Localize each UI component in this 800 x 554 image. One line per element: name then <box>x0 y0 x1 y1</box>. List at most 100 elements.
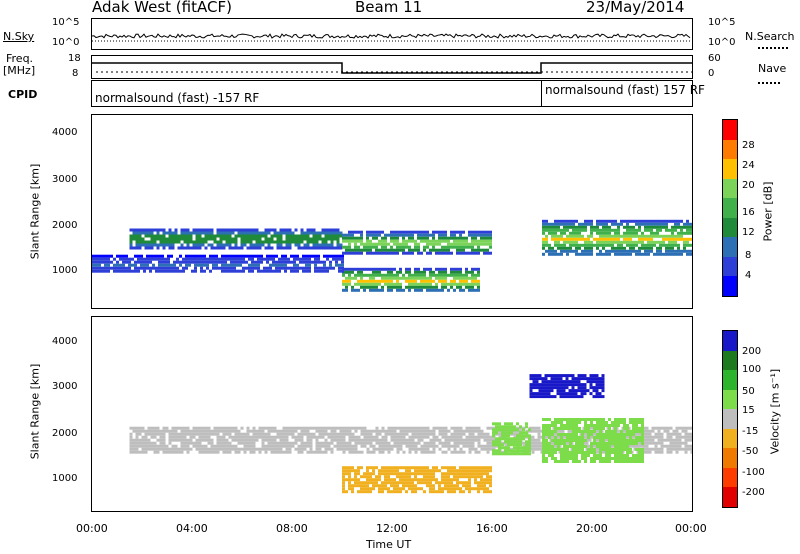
noise-ytick-top-left: 10^5 <box>52 17 80 28</box>
heatmap-cell <box>447 472 450 476</box>
heatmap-cell <box>435 251 438 255</box>
heatmap-cell <box>150 231 154 235</box>
heatmap-cell <box>504 434 507 438</box>
heatmap-cell <box>459 239 462 243</box>
heatmap-cell <box>547 380 551 384</box>
heatmap-cell <box>165 447 169 451</box>
heatmap-cell <box>291 435 295 439</box>
heatmap-cell <box>405 245 408 249</box>
heatmap-cell <box>557 418 560 421</box>
heatmap-cell <box>318 426 322 430</box>
heatmap-cell <box>593 424 596 427</box>
heatmap-cell <box>146 257 149 261</box>
heatmap-cell <box>560 457 563 460</box>
heatmap-cell <box>408 481 411 485</box>
heatmap-cell <box>306 426 310 430</box>
heatmap-cell <box>384 435 388 439</box>
heatmap-cell <box>341 257 344 261</box>
heatmap-cell <box>608 228 611 232</box>
heatmap-cell <box>384 475 387 479</box>
heatmap-cell <box>633 444 637 448</box>
heatmap-cell <box>375 230 378 234</box>
heatmap-cell <box>348 447 352 451</box>
heatmap-cell <box>200 260 203 264</box>
heatmap-cell <box>596 246 599 250</box>
heatmap-cell <box>221 269 224 273</box>
heatmap-cell <box>252 243 256 247</box>
heatmap-cell <box>165 243 169 247</box>
heatmap-cell <box>635 448 638 451</box>
heatmap-cell <box>525 422 528 426</box>
heatmap-cell <box>462 239 465 243</box>
heatmap-cell <box>462 273 465 277</box>
heatmap-cell <box>435 242 438 246</box>
heatmap-cell <box>545 439 548 442</box>
heatmap-cell <box>387 478 390 482</box>
heatmap-cell <box>574 383 578 387</box>
heatmap-cell <box>384 239 387 243</box>
heatmap-cell <box>318 444 322 448</box>
heatmap-cell <box>162 441 166 445</box>
heatmap-cell <box>426 239 429 243</box>
heatmap-cell <box>565 374 569 378</box>
heatmap-cell <box>608 436 611 439</box>
heatmap-cell <box>665 228 668 232</box>
heatmap-cell <box>608 231 611 235</box>
heatmap-cell <box>477 251 480 255</box>
heatmap-cell <box>654 426 658 430</box>
heatmap-cell <box>572 418 575 421</box>
heatmap-cell <box>384 432 388 436</box>
heatmap-cell <box>626 231 629 235</box>
heatmap-cell <box>411 490 414 494</box>
heatmap-cell <box>393 487 396 491</box>
heatmap-cell <box>617 418 620 421</box>
heatmap-cell <box>574 389 578 393</box>
heatmap-cell <box>571 383 575 387</box>
heatmap-cell <box>534 426 538 430</box>
heatmap-cell <box>140 263 143 267</box>
heatmap-cell <box>510 425 513 429</box>
heatmap-cell <box>408 487 411 491</box>
heatmap-cell <box>647 234 650 238</box>
heatmap-cell <box>348 230 351 234</box>
heatmap-cell <box>590 252 593 256</box>
heatmap-cell <box>194 263 197 267</box>
heatmap-cell <box>602 433 605 436</box>
heatmap-cell <box>312 243 316 247</box>
heatmap-cell <box>596 231 599 235</box>
heatmap-cell <box>326 254 329 258</box>
heatmap-cell <box>663 438 667 442</box>
heatmap-cell <box>626 219 629 223</box>
heatmap-cell <box>547 383 551 387</box>
heatmap-cell <box>387 447 391 451</box>
heatmap-cell <box>372 478 375 482</box>
heatmap-cell <box>294 435 298 439</box>
velocity-colorbar-tick: 100 <box>742 364 762 375</box>
heatmap-cell <box>206 257 209 261</box>
heatmap-cell <box>269 257 272 261</box>
heatmap-cell <box>363 441 367 445</box>
heatmap-cell <box>596 442 599 445</box>
heatmap-cell <box>279 432 283 436</box>
heatmap-cell <box>297 435 301 439</box>
heatmap-cell <box>590 430 593 433</box>
heatmap-cell <box>201 240 205 244</box>
heatmap-cell <box>222 237 226 241</box>
heatmap-cell <box>150 429 154 433</box>
heatmap-cell <box>204 228 208 232</box>
heatmap-cell <box>659 240 662 244</box>
heatmap-cell <box>620 433 623 436</box>
heatmap-cell <box>465 466 468 470</box>
heatmap-cell <box>654 450 658 454</box>
heatmap-cell <box>542 448 545 451</box>
heatmap-cell <box>453 441 457 445</box>
heatmap-cell <box>159 435 163 439</box>
heatmap-cell <box>589 377 593 381</box>
heatmap-cell <box>329 260 332 264</box>
heatmap-cell <box>239 260 242 264</box>
heatmap-cell <box>531 447 535 451</box>
heatmap-cell <box>513 435 517 439</box>
heatmap-cell <box>660 435 664 439</box>
heatmap-cell <box>602 237 605 241</box>
heatmap-cell <box>159 234 163 238</box>
